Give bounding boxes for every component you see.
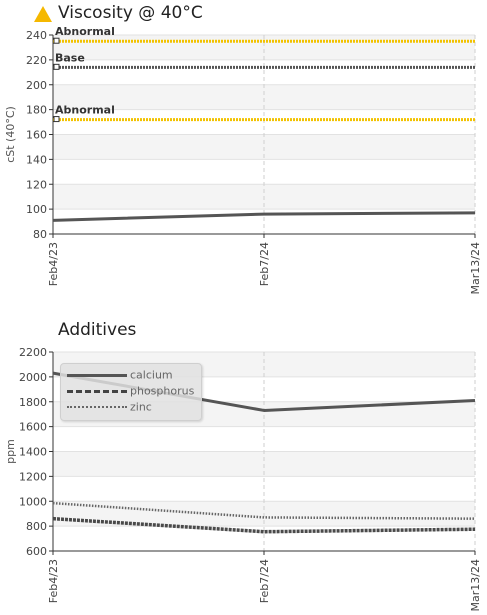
viscosity-chart: 80 100 120 140 160 180 200 220 240 Feb4/23 Feb7/24… (4, 25, 482, 294)
y-tick-label: 240 (26, 29, 47, 42)
series-line-0 (52, 211, 476, 222)
y-axis-label: ppm (4, 439, 17, 464)
y-tick-label: 1400 (19, 446, 47, 459)
chart-title-additives: Additives (58, 320, 137, 340)
legend-swatch-calcium (67, 373, 127, 377)
legend-item-calcium: calcium (67, 368, 173, 382)
y-tick-label: 120 (26, 178, 47, 191)
x-tick-label: Feb4/23 (47, 242, 60, 286)
reference-marker (53, 116, 60, 123)
y-tick-label: 1600 (19, 421, 47, 434)
y-tick-label: 1200 (19, 470, 47, 483)
y-axis-label: cSt (40°C) (4, 106, 17, 163)
reference-label-base: Base (55, 51, 85, 64)
y-tick-label: 100 (26, 203, 47, 216)
y-tick-label: 160 (26, 129, 47, 142)
y-tick-label: 180 (26, 104, 47, 117)
x-tick-label: Mar13/24 (469, 559, 482, 611)
y-tick-label: 80 (33, 228, 47, 241)
additives-legend: calcium phosphorus zinc (60, 363, 202, 421)
y-tick-label: 2000 (19, 371, 47, 384)
legend-item-zinc: zinc (67, 400, 152, 414)
y-tick-label: 2200 (19, 346, 47, 359)
x-tick-label: Feb4/23 (47, 559, 60, 603)
legend-item-phosphorus: phosphorus (67, 384, 194, 398)
y-tick-label: 800 (26, 520, 47, 533)
y-tick-label: 200 (26, 79, 47, 92)
legend-label-zinc: zinc (130, 400, 152, 414)
legend-swatch-phosphorus (67, 389, 127, 393)
series-line-zinc (52, 501, 476, 520)
y-tick-label: 1800 (19, 396, 47, 409)
reference-marker (53, 37, 60, 44)
series-line-phosphorus (52, 516, 476, 534)
y-tick-label: 140 (26, 153, 47, 166)
chart-title-viscosity: Viscosity @ 40°C (58, 3, 203, 23)
plot-band (53, 35, 475, 60)
y-tick-label: 220 (26, 54, 47, 67)
legend-swatch-zinc (67, 406, 127, 408)
reference-label-abnormal: Abnormal (55, 104, 115, 117)
y-tick-label: 600 (26, 545, 47, 558)
x-tick-label: Feb7/24 (258, 242, 271, 286)
legend-label-calcium: calcium (130, 368, 173, 382)
reference-label-abnormal: Abnormal (55, 25, 115, 38)
y-tick-label: 1000 (19, 495, 47, 508)
warning-icon (34, 6, 52, 22)
reference-marker (53, 63, 60, 70)
x-tick-label: Mar13/24 (469, 242, 482, 294)
legend-label-phosphorus: phosphorus (130, 384, 195, 398)
x-tick-label: Feb7/24 (258, 559, 271, 603)
